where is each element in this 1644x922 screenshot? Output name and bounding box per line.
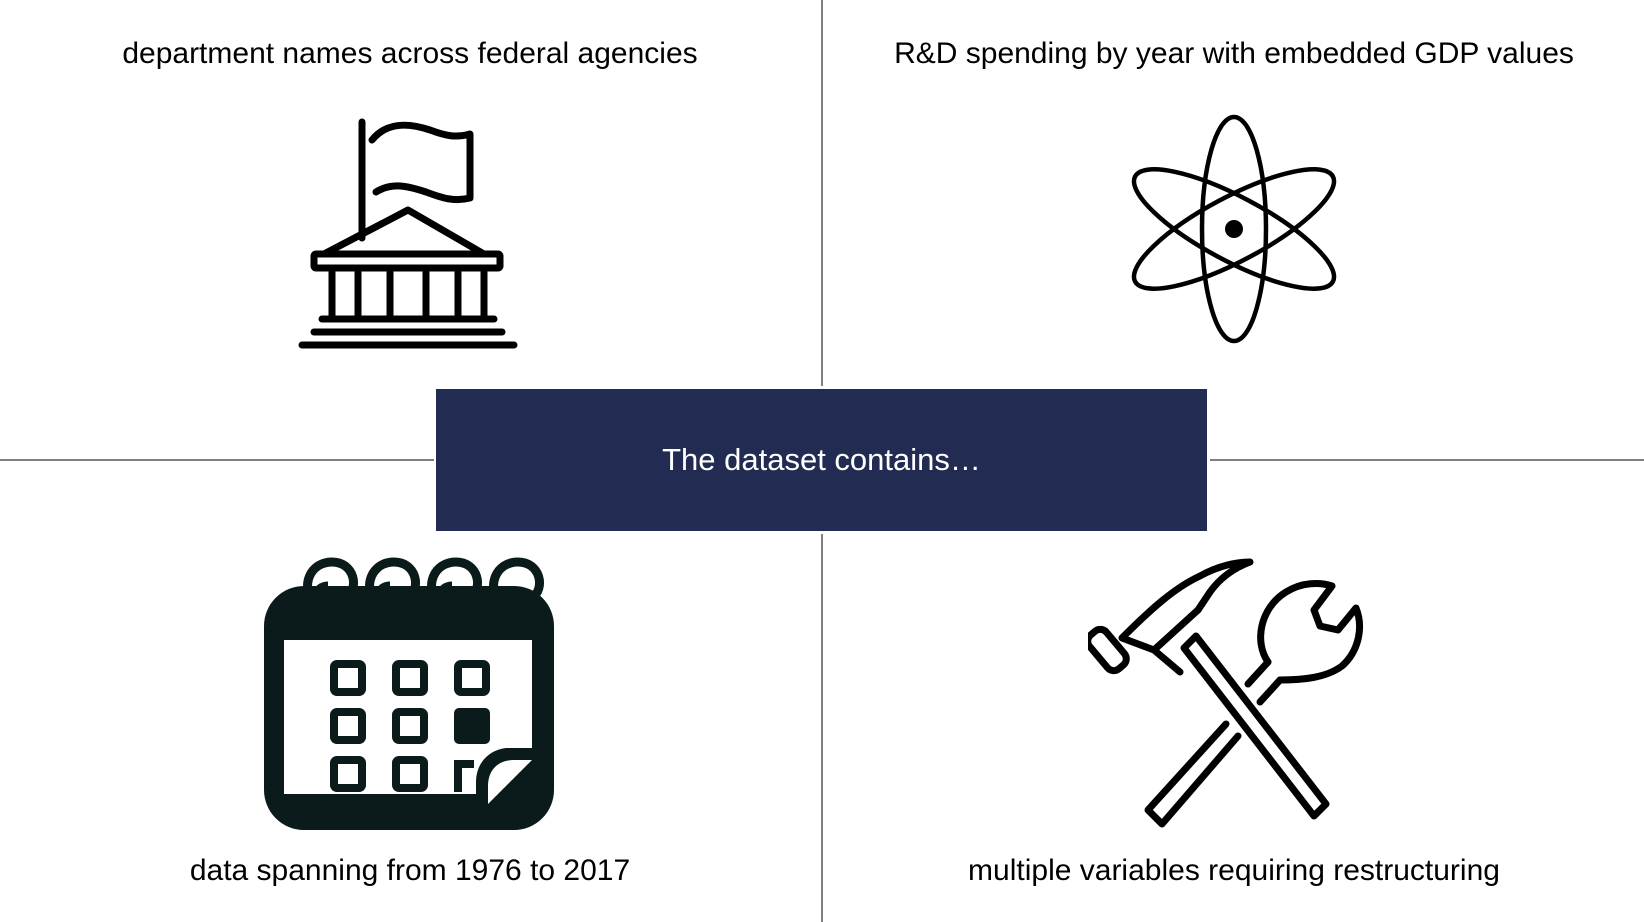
- center-box: The dataset contains…: [436, 389, 1207, 531]
- divider-horizontal-left: [0, 459, 434, 461]
- caption-bottom-left: data spanning from 1976 to 2017: [189, 854, 631, 887]
- caption-bottom-right: multiple variables requiring restructuri…: [968, 854, 1500, 887]
- atom-icon: [1131, 114, 1337, 344]
- caption-top-left: department names across federal agencies: [122, 37, 698, 70]
- caption-top-right: R&D spending by year with embedded GDP v…: [894, 37, 1574, 70]
- calendar-icon: [264, 557, 554, 830]
- divider-horizontal-right: [1210, 459, 1644, 461]
- divider-vertical-bottom: [821, 534, 823, 922]
- hammer-wrench-icon: [1088, 558, 1363, 828]
- divider-vertical-top: [821, 0, 823, 386]
- government-building-icon: [298, 118, 518, 349]
- center-label: The dataset contains…: [662, 442, 981, 477]
